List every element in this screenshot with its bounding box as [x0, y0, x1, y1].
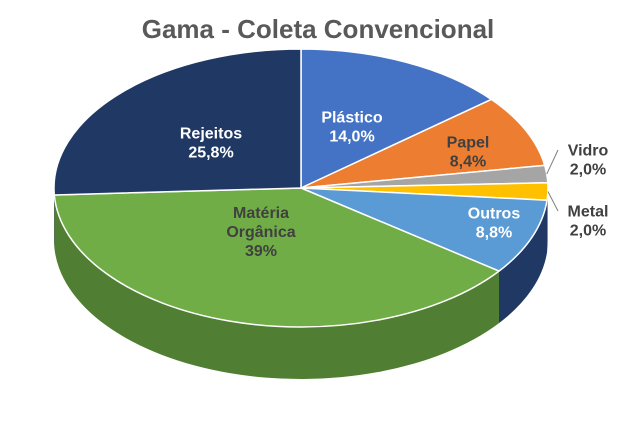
pie-sides: [54, 188, 548, 380]
pie-slice-0: [300, 48, 493, 189]
slice-value-2: 2,0%: [570, 162, 606, 179]
pie-slice-6: [53, 48, 302, 196]
slice-label-3: Metal: [568, 204, 609, 221]
pie-side-3: [547, 188, 548, 253]
pie-labels: Plástico 14,0% Papel 8,4% Vidro 2,0% Metal 2,0%…: [180, 110, 609, 261]
slice-value-0: 14,0%: [329, 129, 374, 146]
slice-label-2: Vidro: [568, 143, 609, 160]
chart-title: Gama - Coleta Convencional: [142, 14, 495, 44]
slice-label-6: Rejeitos: [180, 126, 242, 143]
slice-value-1: 8,4%: [450, 154, 486, 171]
pie-slices: [53, 48, 549, 328]
slice-value-3: 2,0%: [570, 223, 606, 240]
pie-side-4: [498, 200, 548, 324]
pie-side-5: [54, 194, 499, 380]
leader-line-2: [546, 149, 559, 175]
pie-slice-1: [300, 98, 546, 189]
slice-label-5: Matéria: [233, 205, 289, 222]
slice-label-0: Plástico: [321, 110, 383, 127]
slice-label-4: Outros: [468, 206, 521, 223]
slice-value-6: 25,8%: [188, 145, 233, 162]
pie-slice-4: [300, 187, 548, 272]
slice-value-4: 8,8%: [476, 225, 512, 242]
slice-label-1: Papel: [447, 135, 490, 152]
slice-value-5: 39%: [245, 243, 277, 260]
slice-label-5: Orgânica: [226, 224, 295, 241]
leader-line-3: [547, 191, 559, 212]
pie-slice-5: [53, 187, 500, 328]
